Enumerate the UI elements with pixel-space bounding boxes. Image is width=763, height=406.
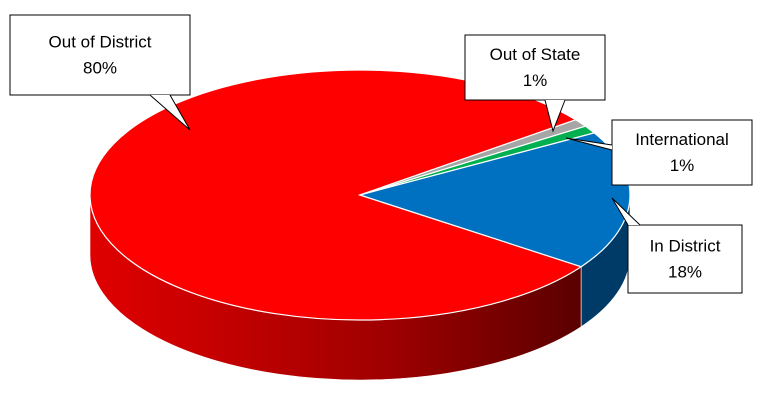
value-label: 1%	[670, 156, 695, 175]
value-label: 1%	[523, 71, 548, 90]
callout-box	[9, 14, 191, 96]
pie-slice	[89, 69, 583, 321]
callout-pointer	[611, 197, 641, 226]
category-label: International	[635, 130, 729, 149]
category-label: Out of District	[49, 32, 152, 51]
callout-box	[627, 224, 743, 294]
callout-box	[611, 119, 753, 186]
category-label: In District	[650, 236, 721, 255]
category-label: Out of State	[490, 45, 581, 64]
callouts: Out of District 80% Out of State 1% Internat…	[9, 14, 753, 294]
value-label: 18%	[668, 262, 702, 281]
callout-pointer	[149, 94, 191, 131]
value-label: 80%	[83, 58, 117, 77]
callout-pointer	[565, 137, 613, 151]
callout-box	[464, 34, 606, 101]
callout-pointer	[544, 99, 566, 133]
